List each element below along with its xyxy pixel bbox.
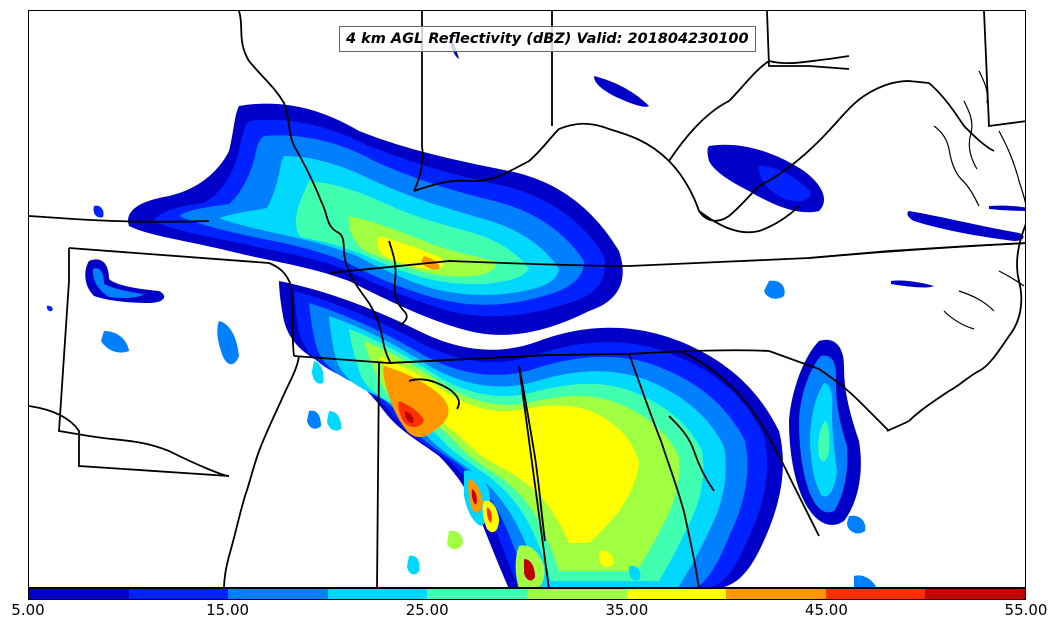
colorbar-tick-label: 55.00 (1004, 601, 1048, 619)
reflectivity-storm-cells (407, 470, 614, 587)
colorbar-segment (626, 589, 727, 599)
colorbar-segment (327, 589, 428, 599)
colorbar-segment (526, 589, 627, 599)
map-panel: 4 km AGL Reflectivity (dBZ) Valid: 20180… (28, 10, 1026, 588)
reflectivity-west-cells (46, 205, 877, 587)
colorbar-segment (925, 589, 1025, 599)
colorbar-segment (128, 589, 229, 599)
reflectivity-map (29, 11, 1025, 587)
colorbar-tick-label: 15.00 (206, 601, 250, 619)
colorbar-segment (228, 589, 328, 599)
coastline-detail (933, 70, 1025, 330)
colorbar (28, 588, 1026, 600)
colorbar-tick-label: 5.00 (11, 601, 45, 619)
reflectivity-north-band (128, 103, 623, 335)
colorbar-segment (427, 589, 527, 599)
colorbar-tick-label: 25.00 (405, 601, 449, 619)
state-borders (29, 11, 1025, 587)
colorbar-segment (726, 589, 826, 599)
colorbar-tick-label: 35.00 (605, 601, 649, 619)
colorbar-segment (825, 589, 926, 599)
reflectivity-south-band (279, 281, 783, 587)
map-title: 4 km AGL Reflectivity (dBZ) Valid: 20180… (339, 26, 756, 52)
colorbar-segment (29, 589, 129, 599)
colorbar-tick-label: 45.00 (804, 601, 848, 619)
